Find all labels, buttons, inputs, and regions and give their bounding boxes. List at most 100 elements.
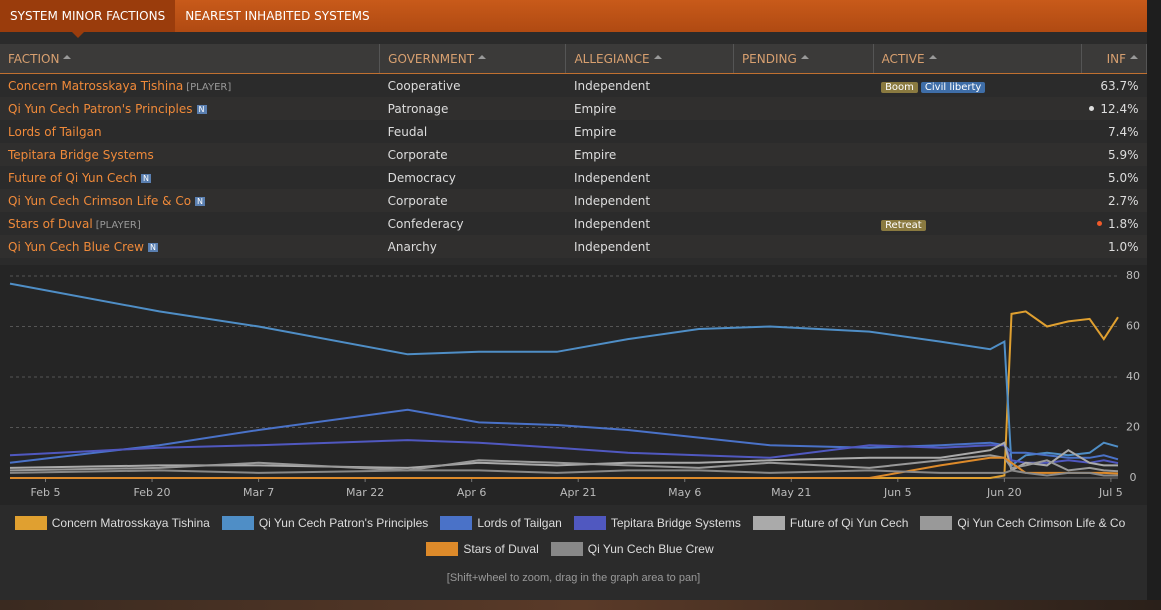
government: Anarchy bbox=[379, 235, 566, 258]
faction-tag: N bbox=[196, 104, 207, 114]
tabs: SYSTEM MINOR FACTIONS NEAREST INHABITED S… bbox=[0, 0, 1147, 38]
allegiance: Independent bbox=[565, 189, 734, 212]
legend-swatch bbox=[14, 516, 47, 530]
state-chip: Boom bbox=[881, 81, 918, 93]
x-tick-label: Feb 20 bbox=[134, 486, 171, 499]
faction-name[interactable]: Stars of Duval bbox=[8, 216, 93, 231]
influence-cell: 5.0% bbox=[1081, 166, 1146, 189]
allegiance: Empire bbox=[565, 143, 734, 166]
allegiance: Independent bbox=[573, 78, 651, 93]
faction-cell: Concern Matrosskaya Tishina [PLAYER] bbox=[0, 74, 380, 98]
active bbox=[873, 120, 1081, 143]
faction-name[interactable]: Lords of Tailgan bbox=[8, 124, 102, 139]
legend-item[interactable]: Concern Matrosskaya Tishina bbox=[14, 516, 210, 530]
column-header[interactable]: ACTIVE bbox=[873, 44, 1082, 74]
active bbox=[873, 189, 1082, 212]
influence-cell: 1.0% bbox=[1081, 235, 1147, 258]
influence-cell: 63.7% bbox=[1081, 74, 1146, 98]
column-header[interactable]: GOVERNMENT bbox=[379, 44, 567, 74]
legend-label: Qi Yun Cech Patron's Principles bbox=[258, 516, 429, 530]
legend-item[interactable]: Lords of Tailgan bbox=[440, 516, 562, 530]
faction-name[interactable]: Qi Yun Cech Blue Crew bbox=[8, 239, 144, 254]
x-tick-label: May 6 bbox=[668, 486, 701, 499]
faction-cell: Qi Yun Cech Blue Crew N bbox=[0, 235, 380, 258]
faction-row: Tepitara Bridge Systems Corporate Empire 5.… bbox=[0, 143, 1147, 166]
column-header[interactable]: ALLEGIANCE bbox=[565, 44, 734, 74]
faction-row: Qi Yun Cech Patron's Principles N Patronag… bbox=[0, 97, 1147, 120]
allegiance: Empire bbox=[573, 124, 617, 139]
y-tick-label: 20 bbox=[1126, 421, 1140, 434]
legend-item[interactable]: Qi Yun Cech Blue Crew bbox=[550, 542, 714, 556]
legend-item[interactable]: Qi Yun Cech Patron's Principles bbox=[221, 516, 429, 530]
legend-item[interactable]: Tepitara Bridge Systems bbox=[573, 516, 741, 530]
faction-name[interactable]: Concern Matrosskaya Tishina bbox=[8, 78, 184, 93]
legend-item[interactable]: Qi Yun Cech Crimson Life & Co bbox=[920, 516, 1125, 530]
x-tick-label: Apr 6 bbox=[457, 486, 487, 499]
faction-table: FACTION GOVERNMENT ALLEGIANCE PENDING ACTIVE… bbox=[0, 44, 1148, 258]
government: Democracy bbox=[387, 170, 456, 185]
y-tick-label: 80 bbox=[1126, 269, 1140, 282]
legend-label: Concern Matrosskaya Tishina bbox=[51, 516, 210, 530]
legend-item[interactable]: Future of Qi Yun Cech bbox=[752, 516, 908, 530]
faction-cell: Qi Yun Cech Patron's Principles N bbox=[0, 97, 380, 120]
influence-cell: 2.7% bbox=[1081, 189, 1147, 212]
government: Corporate bbox=[379, 189, 566, 212]
tab[interactable]: SYSTEM MINOR FACTIONS bbox=[0, 0, 176, 38]
faction-name[interactable]: Qi Yun Cech Crimson Life & Co bbox=[8, 193, 192, 208]
header-label: INF bbox=[1106, 52, 1126, 66]
pending bbox=[733, 189, 874, 212]
header-label: PENDING bbox=[741, 52, 797, 66]
government: Patronage bbox=[379, 97, 566, 120]
influence-cell: 12.4% bbox=[1081, 97, 1147, 120]
faction-row: Concern Matrosskaya Tishina [PLAYER] Coope… bbox=[0, 74, 1147, 98]
influence: 1.8% bbox=[1108, 216, 1139, 231]
series-line bbox=[9, 469, 1118, 477]
legend-swatch bbox=[550, 542, 583, 556]
column-header[interactable]: FACTION bbox=[0, 44, 381, 74]
status-dot bbox=[1089, 105, 1095, 111]
pending bbox=[733, 143, 874, 166]
sort-icon bbox=[928, 51, 937, 59]
influence-cell: 1.8% bbox=[1081, 212, 1146, 235]
pending bbox=[733, 74, 873, 98]
x-tick-label: Mar 22 bbox=[346, 486, 384, 499]
series-line bbox=[9, 441, 1118, 472]
sort-icon bbox=[800, 51, 809, 59]
pending bbox=[733, 212, 873, 235]
influence: 63.7% bbox=[1100, 78, 1139, 93]
column-header[interactable]: PENDING bbox=[733, 44, 874, 74]
faction-name[interactable]: Qi Yun Cech Patron's Principles bbox=[8, 101, 193, 116]
faction-row: Qi Yun Cech Blue Crew N Anarchy Independent… bbox=[0, 235, 1147, 258]
header-label: ALLEGIANCE bbox=[574, 52, 650, 66]
active: Retreat bbox=[873, 212, 1081, 235]
x-tick-label: Feb 5 bbox=[31, 486, 61, 499]
government: Corporate bbox=[379, 143, 566, 166]
allegiance: Independent bbox=[573, 216, 651, 231]
legend-item[interactable]: Stars of Duval bbox=[426, 542, 539, 556]
influence: 7.4% bbox=[1108, 124, 1139, 139]
faction-name[interactable]: Tepitara Bridge Systems bbox=[8, 147, 154, 162]
y-tick-label: 0 bbox=[1130, 471, 1137, 484]
column-header[interactable]: INF bbox=[1081, 44, 1148, 74]
allegiance: Empire bbox=[565, 97, 734, 120]
faction-tag: [PLAYER] bbox=[186, 81, 232, 93]
influence-cell: 5.9% bbox=[1081, 143, 1147, 166]
header-label: FACTION bbox=[8, 52, 60, 66]
active: Boom Civil liberty bbox=[873, 74, 1081, 98]
influence: 2.7% bbox=[1108, 193, 1139, 208]
government: Confederacy bbox=[387, 216, 464, 231]
header-label: GOVERNMENT bbox=[388, 52, 475, 66]
faction-cell: Qi Yun Cech Crimson Life & Co N bbox=[0, 189, 380, 212]
x-tick-label: Jun 20 bbox=[986, 486, 1022, 499]
faction-row: Stars of Duval [PLAYER] Confederacy Indepen… bbox=[0, 212, 1147, 235]
faction-row: Lords of Tailgan Feudal Empire 7.4% bbox=[0, 120, 1147, 143]
tab[interactable]: NEAREST INHABITED SYSTEMS bbox=[185, 9, 370, 23]
legend-swatch bbox=[920, 516, 953, 530]
government: Feudal bbox=[387, 124, 428, 139]
x-tick-label: Jul 5 bbox=[1098, 486, 1123, 499]
faction-cell: Stars of Duval [PLAYER] bbox=[0, 212, 380, 235]
faction-name[interactable]: Future of Qi Yun Cech bbox=[8, 170, 137, 185]
faction-cell: Lords of Tailgan bbox=[0, 120, 380, 143]
legend: Concern Matrosskaya Tishina Qi Yun Cech P… bbox=[0, 516, 1140, 556]
